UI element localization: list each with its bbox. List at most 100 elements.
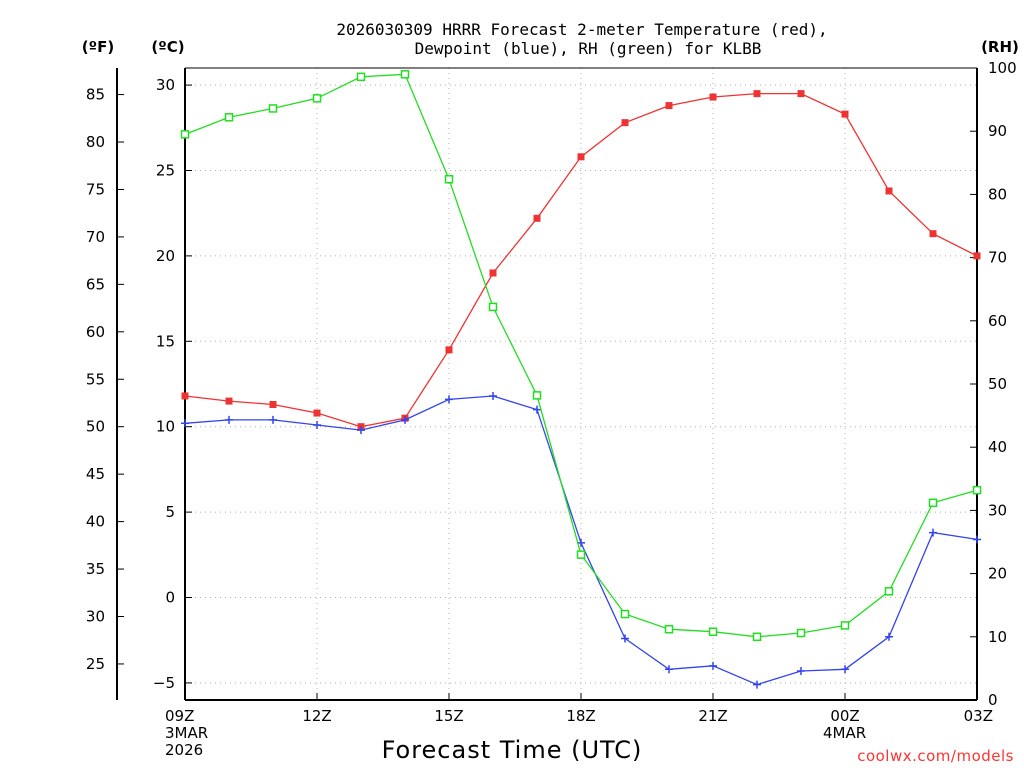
grid-layer — [184, 68, 978, 700]
x-tick-label: 00Z — [830, 707, 859, 725]
dewpoint-point — [709, 661, 717, 670]
rh-point — [400, 70, 410, 79]
rh-point — [796, 628, 806, 638]
celsius-tick-label: 0 — [165, 589, 175, 607]
rh-tick-label: 70 — [988, 249, 1007, 267]
fahrenheit-tick-label: 45 — [86, 465, 105, 483]
rh-point — [356, 72, 366, 82]
fahrenheit-tick-label: 55 — [86, 370, 105, 388]
rh-axis-unit: (RH) — [981, 38, 1019, 56]
fahrenheit-tick-label: 30 — [86, 607, 105, 625]
rh-tick-label: 50 — [988, 375, 1007, 393]
fahrenheit-tick-label: 50 — [86, 418, 105, 436]
temperature-point — [621, 119, 629, 127]
dewpoint-point — [225, 415, 233, 424]
fahrenheit-tick-label: 80 — [86, 133, 105, 151]
rh-point — [928, 498, 938, 508]
fahrenheit-tick-label: 85 — [86, 86, 105, 104]
rh-point — [664, 624, 674, 634]
temperature-point — [489, 269, 497, 277]
rh-point — [708, 627, 718, 636]
dewpoint-point — [357, 426, 365, 435]
rh-tick-label: 30 — [988, 501, 1007, 519]
dewpoint-point — [181, 419, 189, 428]
dewpoint-point — [533, 405, 541, 414]
celsius-tick-label: 5 — [165, 503, 175, 521]
dewpoint-point — [973, 535, 981, 544]
fahrenheit-axis-unit: (ºF) — [82, 38, 114, 56]
celsius-tick-label: 25 — [156, 161, 175, 179]
temperature-point — [533, 214, 541, 222]
temperature-point — [313, 409, 321, 417]
x-tick-label: 09Z — [165, 707, 194, 725]
rh-point — [268, 104, 278, 113]
series-layer — [180, 70, 982, 689]
axis-layer: 25 30 35 40 45 50 55 60 65 70 75 80 85 −5 0 5 10 15 20 25 30… — [86, 59, 1017, 759]
rh-point — [576, 550, 586, 559]
temperature-point — [929, 230, 937, 238]
dewpoint-point — [269, 415, 277, 424]
fahrenheit-tick-label: 60 — [86, 323, 105, 341]
dewpoint-point — [401, 415, 409, 424]
temperature-point — [181, 392, 189, 400]
rh-point — [444, 174, 454, 184]
rh-tick-label: 80 — [988, 185, 1007, 203]
celsius-tick-label: 20 — [156, 247, 175, 265]
celsius-tick-label: 15 — [156, 332, 175, 350]
rh-point — [884, 587, 894, 596]
rh-tick-label: 40 — [988, 438, 1007, 456]
dewpoint-point — [489, 391, 497, 400]
dewpoint-point — [665, 665, 673, 674]
rh-point — [840, 621, 850, 630]
rh-tick-label: 20 — [988, 565, 1007, 583]
x-tick-label: 18Z — [566, 707, 595, 725]
rh-point — [312, 94, 322, 103]
temperature-point — [225, 397, 233, 405]
rh-point — [224, 113, 234, 122]
celsius-tick-label: 30 — [156, 76, 175, 94]
x-tick-label: 15Z — [434, 707, 463, 725]
x-tick-label: 3MAR — [165, 724, 208, 742]
rh-point — [752, 632, 762, 642]
rh-point — [972, 485, 982, 495]
chart-title-line2: Dewpoint (blue), RH (green) for KLBB — [415, 39, 762, 58]
fahrenheit-tick-label: 35 — [86, 560, 105, 578]
temperature-point — [577, 153, 585, 161]
celsius-tick-label: 10 — [156, 418, 175, 436]
celsius-tick-label: −5 — [153, 674, 175, 692]
dewpoint-point — [797, 666, 805, 675]
x-tick-label: 2026 — [165, 741, 203, 759]
dewpoint-point — [753, 680, 761, 689]
temperature-point — [753, 90, 761, 98]
x-axis-title: Forecast Time (UTC) — [382, 736, 643, 764]
temperature-point — [269, 400, 277, 408]
rh-point — [488, 302, 498, 312]
x-tick-label: 12Z — [302, 707, 331, 725]
dewpoint-point — [445, 395, 453, 404]
temperature-point — [973, 252, 981, 260]
x-tick-label: 4MAR — [823, 724, 866, 742]
rh-tick-label: 10 — [988, 628, 1007, 646]
rh-tick-label: 100 — [988, 59, 1017, 77]
credit-text: coolwx.com/models — [857, 747, 1014, 765]
fahrenheit-tick-label: 40 — [86, 513, 105, 531]
x-tick-label: 21Z — [698, 707, 727, 725]
rh-tick-label: 90 — [988, 122, 1007, 140]
temperature-point — [797, 90, 805, 98]
fahrenheit-tick-label: 65 — [86, 275, 105, 293]
rh-point — [532, 391, 542, 400]
fahrenheit-tick-label: 75 — [86, 180, 105, 198]
dewpoint-point — [313, 420, 321, 429]
temperature-point — [841, 110, 849, 118]
rh-tick-label: 0 — [988, 691, 998, 709]
temperature-point — [709, 93, 717, 101]
celsius-axis-unit: (ºC) — [151, 38, 184, 56]
temperature-point — [445, 346, 453, 354]
fahrenheit-tick-label: 25 — [86, 655, 105, 673]
x-tick-label: 03Z — [964, 707, 993, 725]
temperature-point — [885, 187, 893, 195]
rh-point — [620, 609, 630, 619]
dewpoint-point — [929, 528, 937, 537]
dewpoint-point — [621, 634, 629, 643]
